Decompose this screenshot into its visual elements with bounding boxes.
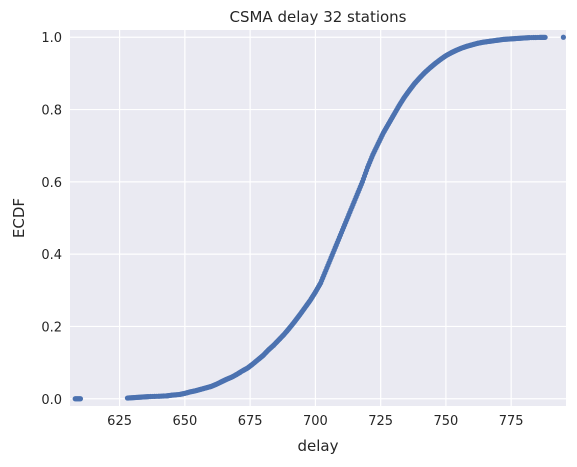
x-axis-label: delay [298,437,339,455]
x-tick-labels: 625 650 675 700 725 750 775 [107,414,523,429]
y-tick-label: 0.4 [41,248,62,263]
data-point-fill [316,282,323,288]
y-axis-label: ECDF [10,198,28,238]
x-tick-label: 725 [368,414,393,429]
y-tick-label: 0.0 [41,393,62,408]
x-tick-label: 650 [172,414,197,429]
data-point-fill [541,34,547,40]
data-point-fill [327,257,333,263]
data-point-fill [353,194,359,200]
data-point-fill [369,154,375,160]
grid-lines [70,30,566,406]
x-tick-label: 750 [434,414,459,429]
chart-title: CSMA delay 32 stations [229,8,406,26]
y-tick-labels: 0.0 0.2 0.4 0.6 0.8 1.0 [41,31,62,408]
y-tick-label: 1.0 [41,31,62,46]
data-point-fill [348,207,354,213]
x-tick-label: 625 [107,414,132,429]
data-point-fill [358,181,364,187]
data-point-fill [154,393,160,399]
y-tick-label: 0.6 [41,176,62,191]
y-tick-label: 0.8 [41,104,62,119]
data-point-fill [332,245,338,251]
data-point-fill [374,143,380,149]
x-tick-label: 775 [499,414,524,429]
data-point-fill [76,396,82,402]
data-point [560,34,566,40]
data-points [72,34,566,402]
data-point-fill [343,219,349,225]
data-point-fill [379,132,385,138]
data-point-fill [337,232,344,238]
x-tick-label: 675 [238,414,263,429]
plot-background [70,30,566,406]
data-point-fill [363,167,370,173]
y-tick-label: 0.2 [41,320,62,335]
x-tick-label: 700 [303,414,328,429]
data-point-fill [322,270,328,276]
